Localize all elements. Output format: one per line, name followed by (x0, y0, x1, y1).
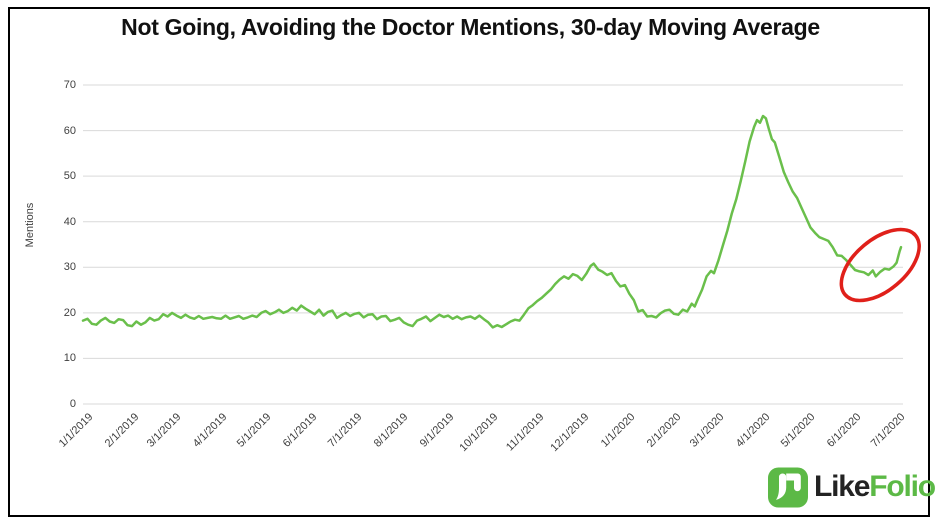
y-tick-label: 60 (63, 124, 76, 137)
likefolio-monogram-icon (768, 467, 808, 507)
y-tick-label: 20 (63, 306, 76, 319)
likefolio-logo: LikeFolio (768, 465, 936, 509)
y-tick-label: 70 (63, 79, 76, 91)
y-tick-label: 30 (63, 261, 76, 274)
chart-title: Not Going, Avoiding the Doctor Mentions,… (121, 14, 820, 40)
page-border (8, 7, 930, 517)
y-axis-title: Mentions (24, 202, 36, 248)
highlight-ellipse-annotation (839, 227, 921, 303)
y-tick-label: 0 (69, 398, 76, 410)
logo-text-folio: Folio (869, 470, 936, 503)
y-tick-label: 50 (63, 170, 76, 183)
y-tick-label: 40 (63, 215, 76, 228)
y-tick-label: 10 (63, 352, 76, 365)
logo-text-like: Like (814, 470, 870, 503)
mentions-data-line (81, 114, 903, 329)
likefolio-wordmark: LikeFolio (814, 465, 936, 509)
